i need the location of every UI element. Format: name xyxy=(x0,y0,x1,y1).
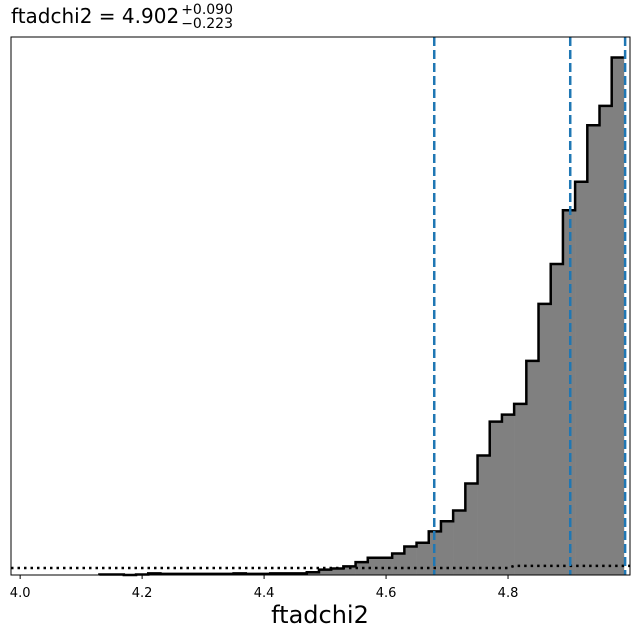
x-tick-label: 4.2 xyxy=(132,586,153,601)
histogram-bar xyxy=(587,125,600,575)
title-param: ftadchi2 xyxy=(11,4,92,28)
quantile-lines-layer xyxy=(432,37,627,575)
prior-layer xyxy=(11,564,630,570)
histogram-bar xyxy=(575,181,588,575)
histogram-bar xyxy=(599,105,613,576)
histogram-bar xyxy=(440,521,454,575)
x-axis-label: ftadchi2 xyxy=(271,601,369,629)
histogram-bar xyxy=(416,542,430,575)
title-upper-error: +0.090 xyxy=(181,2,233,18)
histogram-bar xyxy=(355,562,369,575)
histogram-bar xyxy=(392,553,405,575)
histogram-bar xyxy=(453,510,466,575)
title-lower-error: −0.223 xyxy=(181,16,233,32)
prior-line xyxy=(11,564,630,570)
title-equals: = xyxy=(92,4,121,28)
histogram-bar xyxy=(514,403,527,575)
chart-title: ftadchi2 = 4.902 xyxy=(11,4,179,28)
x-tick-label: 4.4 xyxy=(254,586,275,601)
title-value: 4.902 xyxy=(122,4,179,28)
histogram-bar xyxy=(550,264,564,575)
histogram-bar xyxy=(465,483,478,575)
histogram-bar xyxy=(611,57,625,575)
histogram-bar xyxy=(501,414,515,575)
histogram-bar xyxy=(477,455,491,575)
histogram-bar xyxy=(526,360,539,575)
histogram-bar xyxy=(343,566,356,575)
axes-frame xyxy=(10,36,631,576)
histogram-bar xyxy=(489,421,503,575)
histogram-bar xyxy=(306,572,320,575)
x-tick-label: 4.6 xyxy=(376,586,397,601)
x-tick-label: 4.0 xyxy=(10,586,31,601)
histogram-bar xyxy=(331,568,344,575)
histogram-bar xyxy=(404,546,417,575)
x-tick-label: 4.8 xyxy=(498,586,519,601)
histogram-bar xyxy=(367,557,381,575)
histogram-outline xyxy=(98,56,624,577)
x-axis-ticks: 4.0 4.2 4.4 4.6 4.8 xyxy=(10,575,519,601)
histogram-layer xyxy=(98,56,625,577)
histogram-bar xyxy=(318,569,332,575)
histogram-bar xyxy=(379,557,393,575)
histogram-bar xyxy=(538,303,552,575)
histogram-bar xyxy=(428,531,442,575)
